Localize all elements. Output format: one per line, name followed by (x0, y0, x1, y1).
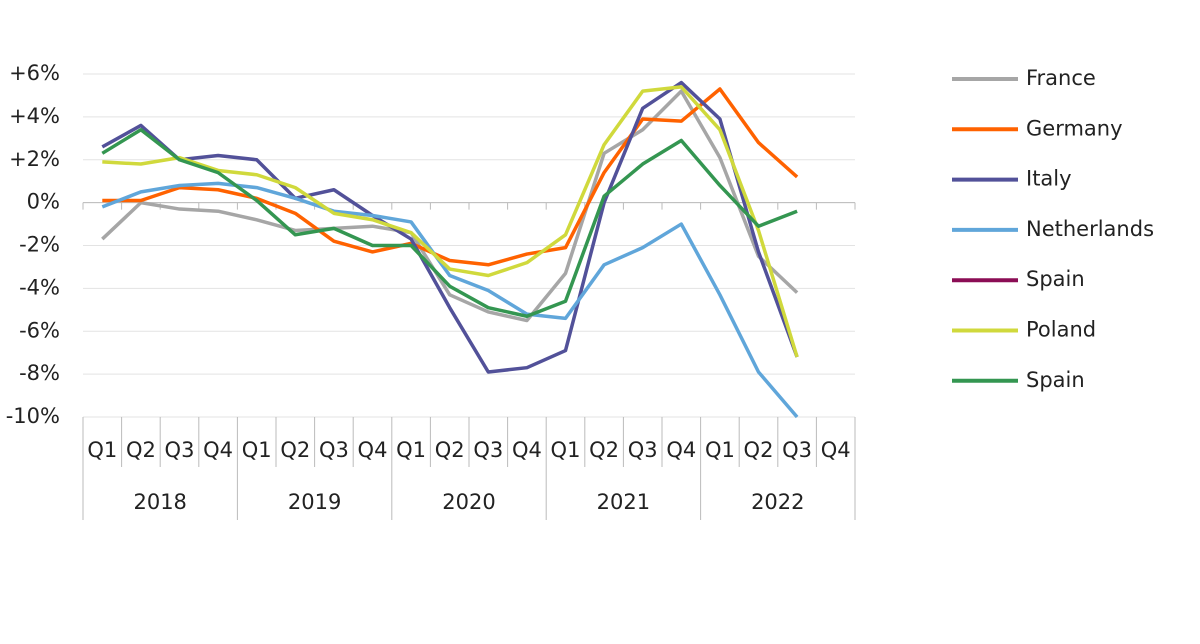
legend-label: Italy (1026, 167, 1072, 191)
series-line (101, 89, 799, 323)
y-tick-label: -10% (6, 404, 60, 428)
legend-label: Germany (1026, 116, 1123, 140)
legend-label: Spain (1026, 267, 1085, 291)
year-label: 2021 (597, 490, 650, 514)
x-tick-label: Q3 (473, 438, 503, 462)
series-line (101, 80, 799, 374)
y-tick-label: -2% (19, 233, 60, 257)
x-tick-label: Q2 (280, 438, 310, 462)
x-tick-label: Q1 (705, 438, 735, 462)
year-label: 2019 (288, 490, 341, 514)
y-tick-label: -6% (19, 318, 60, 342)
y-tick-label: +4% (9, 104, 60, 128)
x-tick-label: Q2 (126, 438, 156, 462)
x-tick-label: Q3 (628, 438, 658, 462)
legend-label: Spain (1026, 368, 1085, 392)
x-tick-label: Q4 (358, 438, 388, 462)
x-tick-label: Q4 (821, 438, 851, 462)
year-label: 2020 (442, 490, 495, 514)
x-tick-label: Q4 (203, 438, 233, 462)
y-tick-label: +6% (9, 61, 60, 85)
legend-label: Poland (1026, 318, 1096, 342)
x-tick-label: Q2 (589, 438, 619, 462)
x-tick-label: Q2 (435, 438, 465, 462)
series-line (102, 85, 799, 358)
x-tick-label: Q3 (782, 438, 812, 462)
x-tick-label: Q4 (512, 438, 542, 462)
x-tick-label: Q3 (165, 438, 195, 462)
year-label: 2018 (133, 490, 186, 514)
x-tick-label: Q3 (319, 438, 349, 462)
x-tick-label: Q1 (551, 438, 581, 462)
x-tick-label: Q4 (666, 438, 696, 462)
series-line (102, 87, 799, 267)
y-tick-label: +2% (9, 147, 60, 171)
y-tick-label: -8% (19, 361, 60, 385)
y-tick-label: 0% (27, 190, 60, 214)
y-tick-label: -4% (19, 275, 60, 299)
year-label: 2022 (751, 490, 804, 514)
x-tick-label: Q1 (87, 438, 117, 462)
legend-label: France (1026, 66, 1096, 90)
x-tick-label: Q1 (242, 438, 272, 462)
series-line (101, 127, 798, 318)
series-line (101, 181, 799, 419)
x-tick-label: Q1 (396, 438, 426, 462)
x-tick-label: Q2 (744, 438, 774, 462)
legend-label: Netherlands (1026, 217, 1154, 241)
